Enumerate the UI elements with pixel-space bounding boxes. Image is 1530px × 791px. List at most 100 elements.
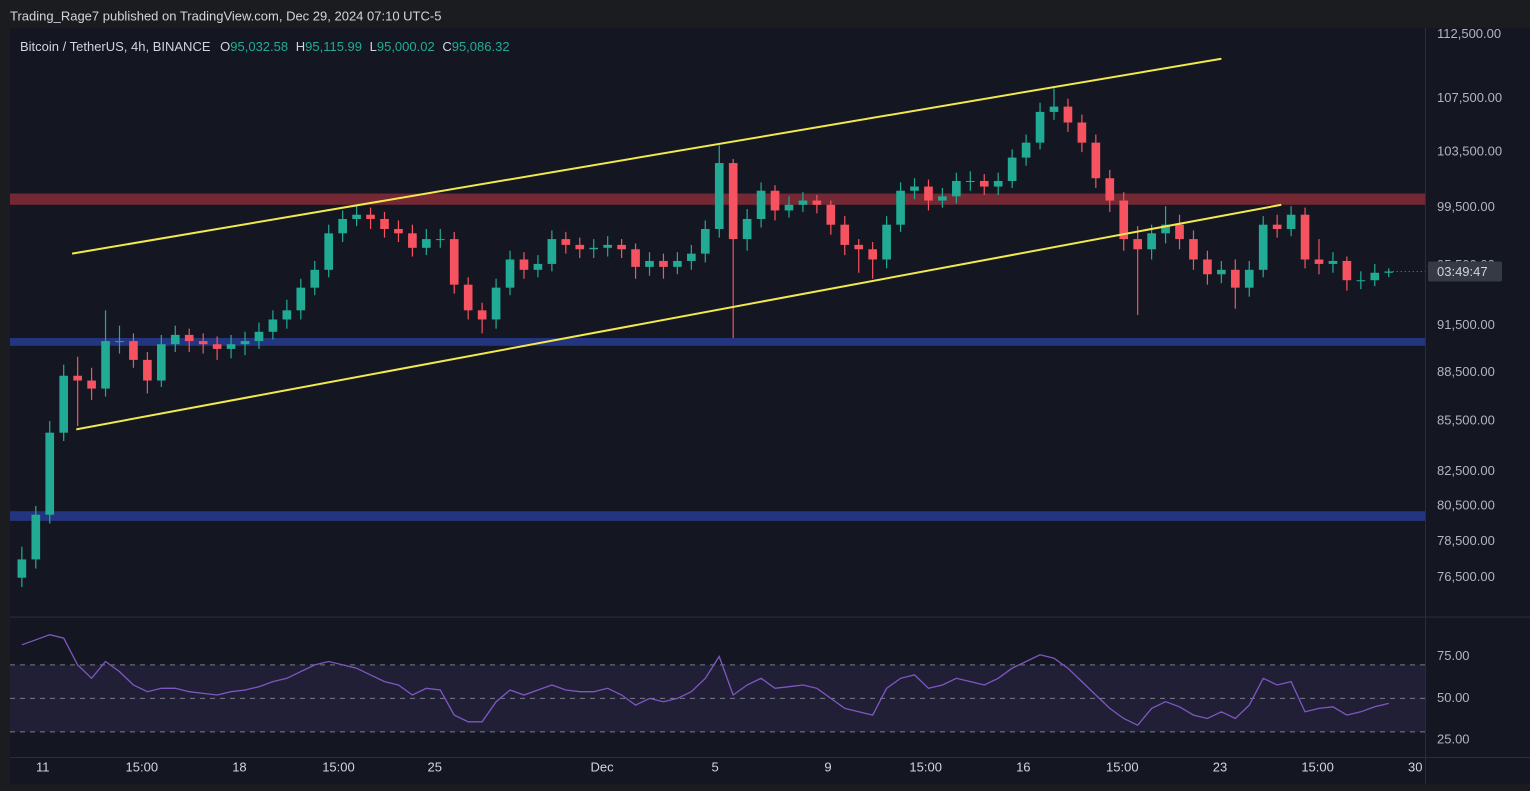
candle-body: [826, 204, 836, 225]
candle-body: [1035, 111, 1045, 143]
ohlc-label: O: [220, 39, 230, 54]
trendline: [76, 203, 1282, 431]
x-tick-label: 11: [36, 759, 50, 774]
candle-body: [435, 239, 445, 241]
candle-body: [1133, 239, 1142, 250]
x-tick-label: 9: [824, 759, 831, 774]
symbol: Bitcoin / TetherUS, 4h, BINANCE: [20, 39, 211, 54]
candle-body: [226, 344, 236, 349]
candle-body: [157, 344, 166, 381]
candle-body: [631, 249, 640, 267]
trendline: [71, 57, 1222, 255]
candle-body: [561, 239, 571, 245]
candle-body: [170, 334, 180, 345]
ohlc-value: 95,086.32: [452, 39, 510, 54]
rsi-line: [21, 634, 1389, 727]
candle-body: [1384, 271, 1394, 273]
candle-body: [924, 186, 933, 201]
candle-body: [854, 244, 864, 250]
y-tick-label: 107,500.00: [1437, 90, 1502, 105]
candle-body: [659, 260, 668, 267]
candle-body: [1342, 260, 1352, 281]
candle-body: [184, 334, 194, 342]
candle-body: [1286, 214, 1296, 230]
candle-body: [1161, 224, 1170, 234]
candle-body: [1077, 122, 1087, 143]
candle-body: [700, 229, 710, 254]
candle-body: [352, 214, 361, 219]
ohlc-label: C: [442, 39, 451, 54]
candle-body: [296, 287, 306, 311]
y-tick-label: 82,500.00: [1437, 463, 1495, 478]
candle-body: [993, 180, 1003, 187]
y-tick-label: 99,500.00: [1437, 199, 1495, 214]
x-tick-label: Dec: [591, 759, 615, 774]
rsi-tick-label: 75.00: [1437, 648, 1470, 663]
candle-body: [143, 359, 152, 381]
zone: [10, 511, 1425, 521]
candle-body: [1356, 280, 1366, 282]
ohlc-label: H: [296, 39, 305, 54]
candle-body: [910, 186, 919, 191]
candle-body: [589, 247, 599, 250]
candle-body: [840, 224, 850, 245]
candle-body: [59, 375, 69, 433]
ohlc-label: L: [370, 39, 377, 54]
candle-body: [1063, 106, 1073, 123]
candle-body: [101, 341, 110, 389]
candle-body: [87, 380, 96, 389]
candle-body: [1370, 272, 1380, 281]
x-tick-label: 15:00: [1301, 759, 1334, 774]
candle-body: [1230, 269, 1240, 288]
candle-body: [756, 190, 766, 219]
candle-body: [477, 310, 487, 320]
header: Trading_Rage7 published on TradingView.c…: [10, 8, 441, 23]
ohlc-value: 95,000.02: [377, 39, 435, 54]
price-pane: [10, 28, 1425, 617]
x-tick-label: 23: [1213, 759, 1227, 774]
x-tick-label: 25: [427, 759, 441, 774]
y-tick-label: 80,500.00: [1437, 497, 1495, 512]
candle-body: [952, 180, 961, 197]
candle-body: [408, 233, 417, 248]
rsi-band: [10, 664, 1425, 732]
candle-body: [1244, 269, 1254, 288]
y-tick-label: 112,500.00: [1437, 26, 1501, 41]
y-tick-label: 78,500.00: [1437, 533, 1495, 548]
candle-body: [1007, 157, 1017, 181]
candle-body: [422, 239, 431, 248]
candle-body: [394, 229, 403, 234]
candle-body: [491, 287, 501, 320]
candle-body: [1328, 260, 1338, 264]
candle-body: [45, 432, 55, 515]
candle-body: [1258, 224, 1268, 270]
candle-body: [198, 341, 208, 345]
candle-body: [282, 310, 292, 320]
y-tick-label: 76,500.00: [1437, 569, 1495, 584]
candle-body: [617, 244, 626, 250]
candle-body: [31, 514, 41, 560]
candle-body: [463, 284, 473, 311]
candle-body: [1105, 178, 1115, 201]
candle-body: [449, 239, 459, 285]
candle-body: [896, 190, 905, 225]
candle-body: [673, 260, 682, 267]
candle-body: [1217, 269, 1226, 275]
candle-body: [268, 319, 278, 332]
candle-body: [882, 224, 891, 260]
candle-body: [519, 259, 529, 270]
candle-body: [212, 344, 222, 349]
rsi-pane: [10, 618, 1425, 757]
x-tick-label: 15:00: [322, 759, 355, 774]
candle-body: [798, 200, 808, 205]
ohlc-value: 95,032.58: [230, 39, 288, 54]
candle-body: [380, 218, 389, 230]
candle-body: [1119, 200, 1129, 240]
x-tick-label: 15:00: [126, 759, 159, 774]
candle-body: [1272, 224, 1282, 230]
candle-body: [1049, 106, 1059, 112]
y-tick-label: 91,500.00: [1437, 317, 1495, 332]
candle-body: [1147, 233, 1156, 250]
candle-body: [938, 196, 947, 201]
